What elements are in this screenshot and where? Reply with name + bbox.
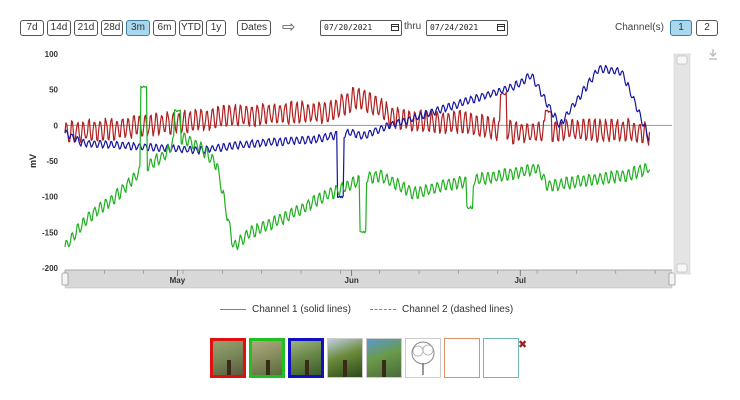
x-tick-label: Jun [345,276,359,285]
y-tick-label: -200 [42,264,59,273]
legend-channel1[interactable]: Channel 1 (solid lines) [220,304,351,315]
start-date-input[interactable]: 07/20/2021 [320,20,402,36]
y-axis-label: mV [28,154,38,168]
navigator-bar[interactable] [64,269,673,289]
start-date-value: 07/20/2021 [324,23,373,32]
arrow-right-icon: ⇨ [282,19,296,36]
channel-button-1[interactable]: 1 [670,20,692,36]
tree-photo-icon[interactable] [366,338,402,378]
tree-trunk-icon [226,359,231,375]
range-button-7d[interactable]: 7d [20,20,44,36]
y-tick-label: -150 [42,228,59,237]
tree-sketch-icon[interactable] [405,338,441,378]
tree-photo-icon[interactable] [288,338,324,378]
empty-slot-icon[interactable] [444,338,480,378]
tree-trunk-icon [382,359,387,377]
range-button-6m[interactable]: 6m [153,20,176,36]
tree-trunk-icon [343,359,348,377]
navigator-left-handle[interactable] [61,272,69,286]
y-tick-label: 50 [49,86,58,95]
range-button-3m[interactable]: 3m [126,20,150,36]
range-button-1y[interactable]: 1y [206,20,226,36]
tree-photo-icon[interactable] [327,338,363,378]
legend-channel1-label: Channel 1 (solid lines) [252,304,351,315]
x-tick-label: Jul [514,276,526,285]
y-tick-label: -50 [46,157,58,166]
chart-svg: 100 50 0 -50 -100 -150 -200 mV May Jun Jul [28,50,691,289]
y-tick-label: 100 [45,50,59,59]
scroll-top-handle[interactable] [676,55,688,65]
end-date-input[interactable]: 07/24/2021 [426,20,508,36]
legend: Channel 1 (solid lines) Channel 2 (dashe… [0,300,740,320]
end-date-value: 07/24/2021 [430,23,479,32]
legend-channel2[interactable]: Channel 2 (dashed lines) [370,304,513,315]
toolbar: 7d 14d 21d 28d 3m 6m YTD 1y Dates ⇨ 07/20/2021 … [0,0,740,40]
tree-trunk-icon [265,359,270,375]
dates-button[interactable]: Dates [237,20,271,36]
tree-photo-icon[interactable] [249,338,285,378]
dashed-line-swatch [370,308,396,310]
series-line[interactable] [64,64,650,199]
series-line[interactable] [64,85,651,251]
solid-line-swatch [220,308,246,310]
channel-button-2[interactable]: 2 [696,20,718,36]
plot-area [65,54,672,268]
tree-drawing-icon [411,341,435,375]
empty-slot-icon[interactable] [483,338,519,378]
range-button-28d[interactable]: 28d [101,20,123,36]
chart: 100 50 0 -50 -100 -150 -200 mV May Jun Jul [0,44,740,294]
calendar-icon[interactable] [497,24,505,31]
calendar-icon[interactable] [391,24,399,31]
x-tick-label: May [170,276,186,285]
scroll-bottom-handle[interactable] [676,263,688,273]
thru-label: thru [404,21,422,32]
tree-trunk-icon [304,359,309,375]
close-icon[interactable]: ✖ [518,339,528,351]
channels-label: Channel(s) [615,22,664,33]
navigator-right-handle[interactable] [668,272,676,286]
range-button-21d[interactable]: 21d [74,20,98,36]
range-button-14d[interactable]: 14d [47,20,71,36]
y-tick-label: -100 [42,193,59,202]
tree-photo-icon[interactable] [210,338,246,378]
series-line[interactable] [64,87,651,146]
legend-channel2-label: Channel 2 (dashed lines) [402,304,514,315]
range-button-ytd[interactable]: YTD [179,20,203,36]
y-tick-label: 0 [54,121,59,130]
download-icon[interactable] [708,48,718,60]
vertical-scrollbar[interactable] [673,53,691,275]
